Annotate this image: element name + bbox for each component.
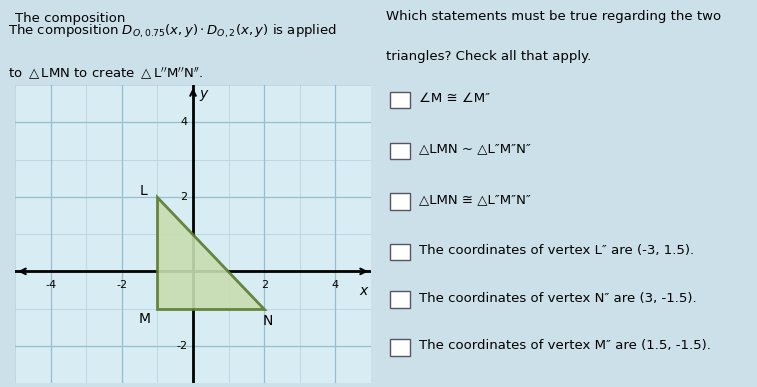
Text: The composition: The composition: [15, 12, 129, 25]
Text: M: M: [139, 312, 151, 326]
Text: The coordinates of vertex N″ are (3, -1.5).: The coordinates of vertex N″ are (3, -1.…: [419, 292, 696, 305]
Text: -2: -2: [176, 341, 188, 351]
Text: ∠M ≅ ∠M″: ∠M ≅ ∠M″: [419, 92, 490, 105]
Text: x: x: [359, 284, 367, 298]
Text: The coordinates of vertex M″ are (1.5, -1.5).: The coordinates of vertex M″ are (1.5, -…: [419, 339, 711, 353]
Text: 4: 4: [181, 117, 188, 127]
Text: to $\triangle$LMN to create $\triangle$L$''$M$''$N$''$.: to $\triangle$LMN to create $\triangle$L…: [8, 66, 203, 82]
Text: N: N: [263, 313, 273, 327]
Text: triangles? Check all that apply.: triangles? Check all that apply.: [386, 50, 591, 63]
Text: L: L: [139, 184, 147, 198]
Text: 2: 2: [181, 192, 188, 202]
Text: 4: 4: [332, 279, 339, 289]
Text: △LMN ≅ △L″M″N″: △LMN ≅ △L″M″N″: [419, 194, 531, 206]
Text: -2: -2: [117, 279, 127, 289]
Bar: [390, 291, 410, 308]
Bar: [390, 339, 410, 356]
Bar: [390, 193, 410, 209]
Text: y: y: [199, 87, 207, 101]
Text: The composition $D_{O,0.75}(x,y) \cdot D_{O,2}(x,y)$ is applied: The composition $D_{O,0.75}(x,y) \cdot D…: [8, 23, 336, 40]
Text: The coordinates of vertex L″ are (-3, 1.5).: The coordinates of vertex L″ are (-3, 1.…: [419, 244, 694, 257]
Text: △LMN ~ △L″M″N″: △LMN ~ △L″M″N″: [419, 143, 531, 156]
Bar: [390, 244, 410, 260]
Text: -4: -4: [45, 279, 56, 289]
Bar: [390, 142, 410, 159]
Polygon shape: [157, 197, 264, 309]
Text: 2: 2: [260, 279, 268, 289]
Bar: [390, 92, 410, 108]
Text: Which statements must be true regarding the two: Which statements must be true regarding …: [386, 10, 721, 23]
